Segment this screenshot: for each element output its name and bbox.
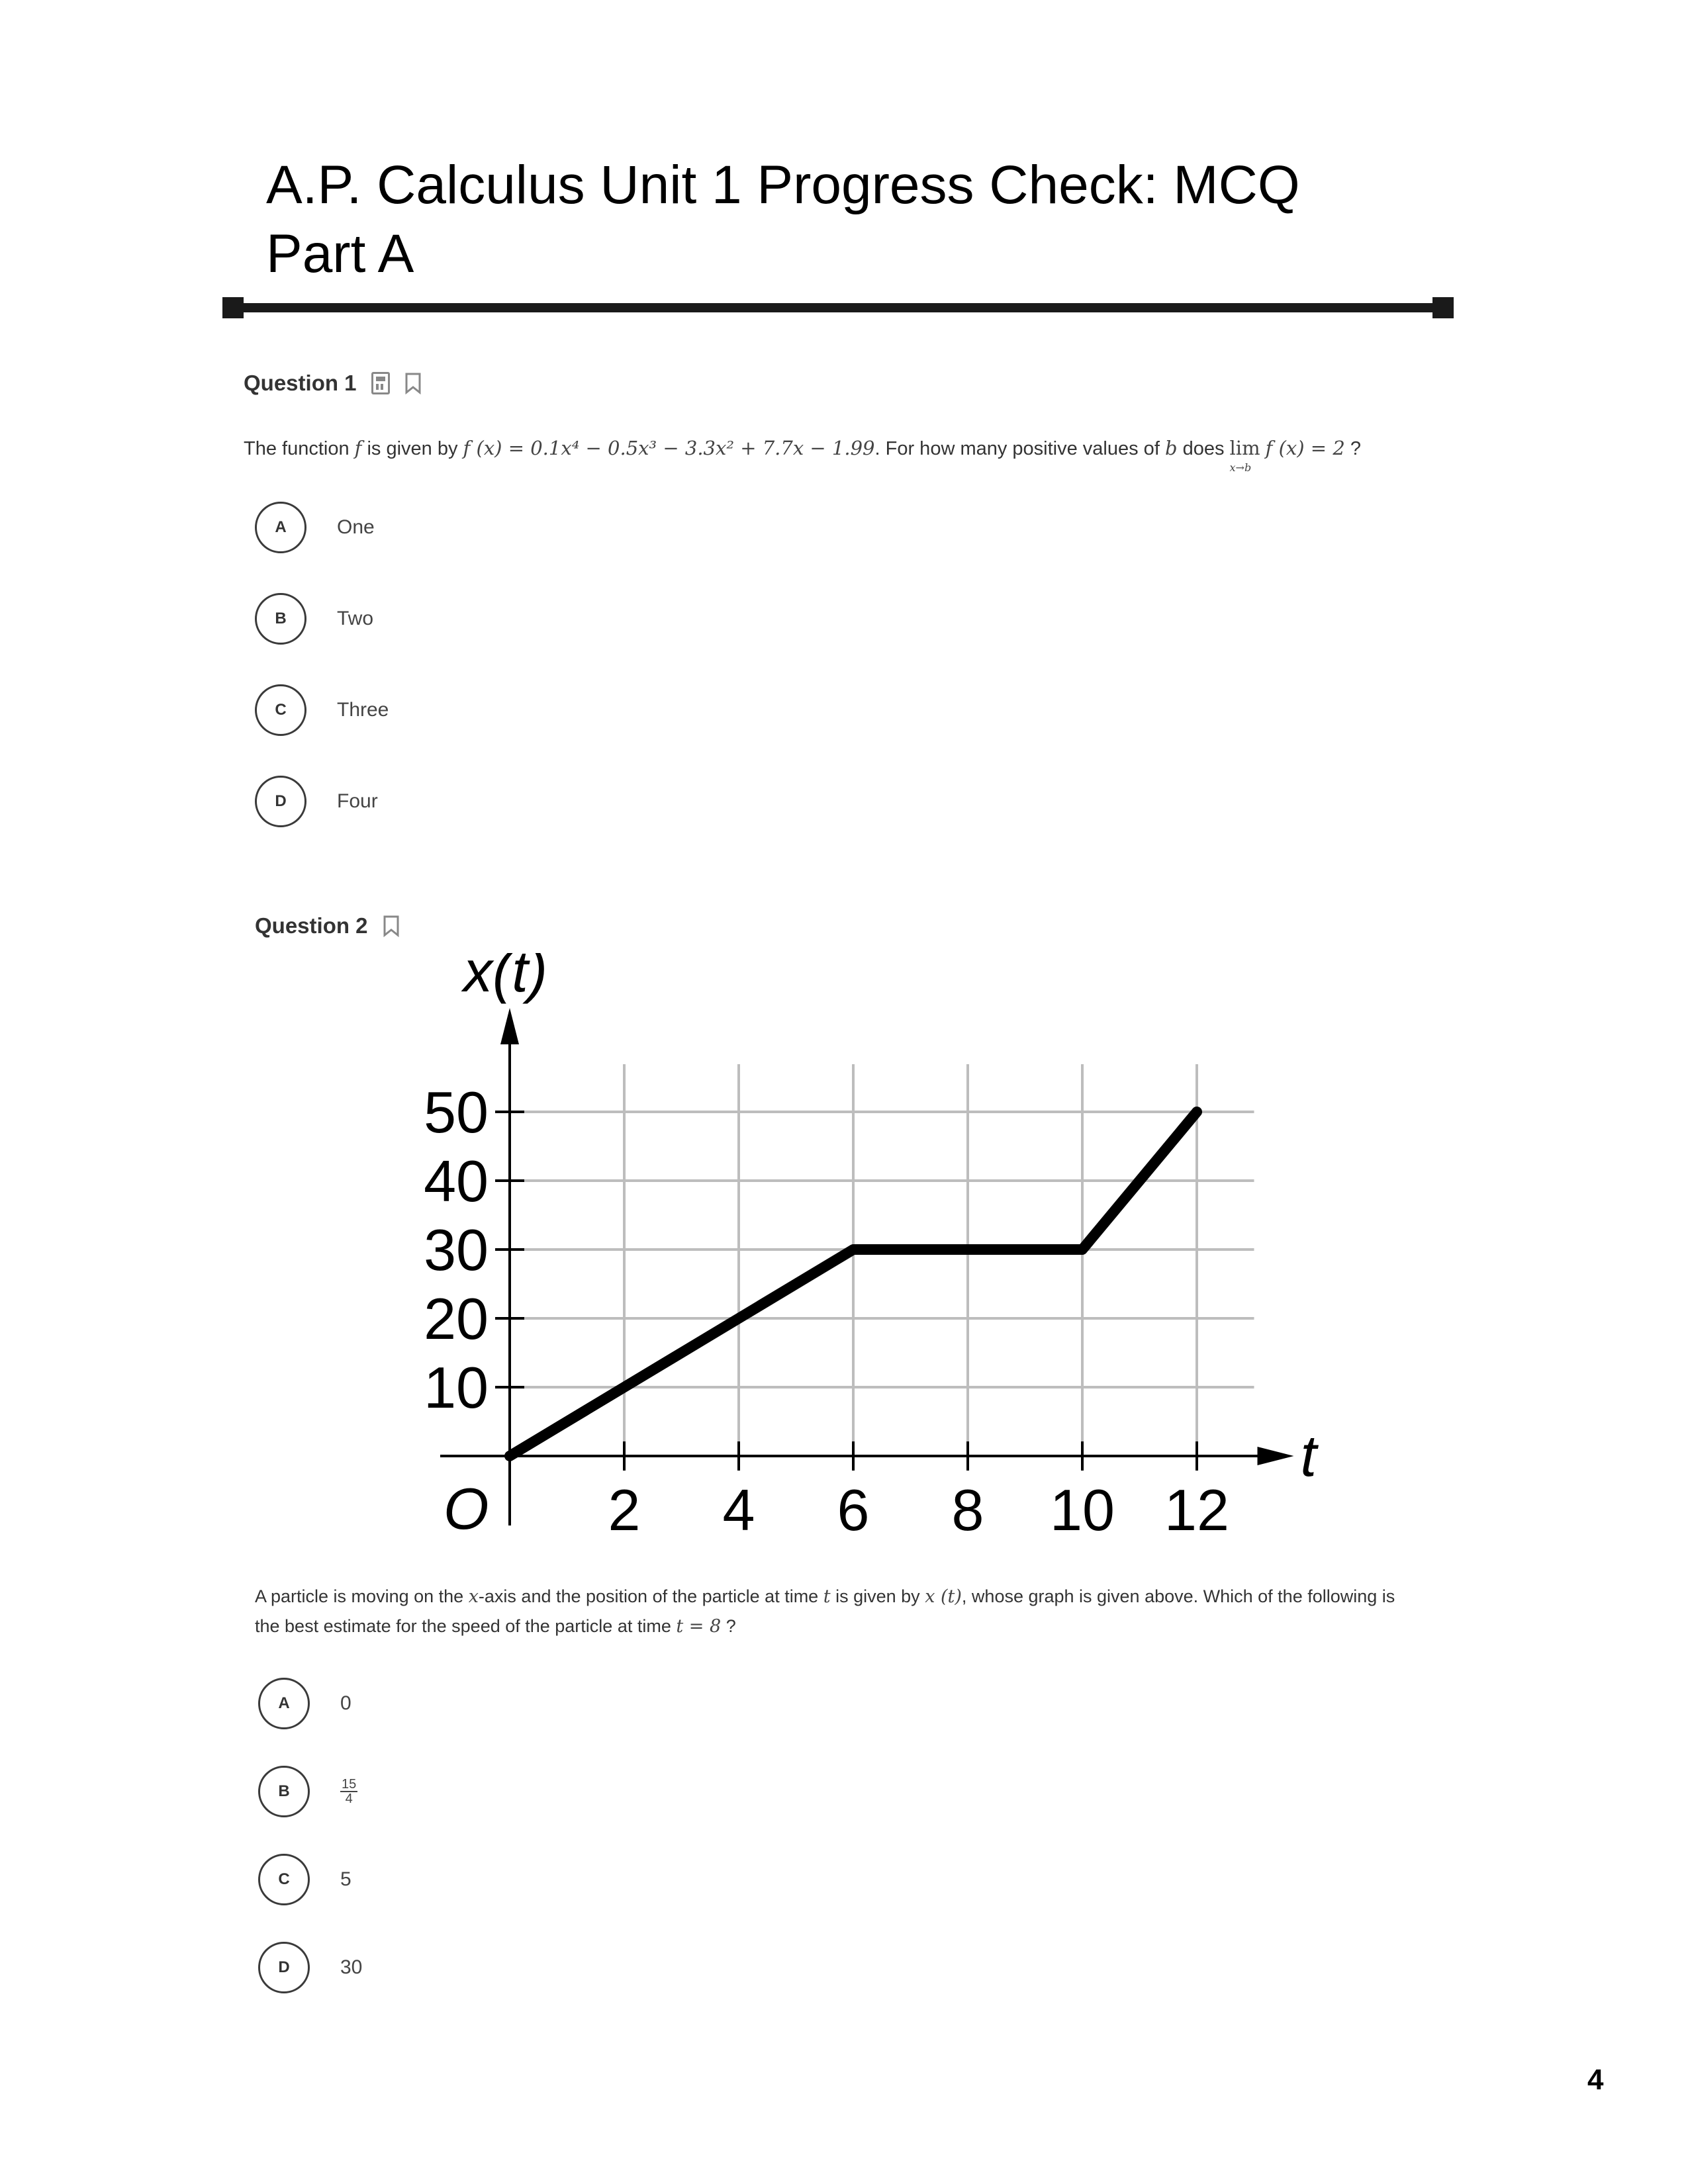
q2-choice-c[interactable]: C 5 [258, 1854, 352, 1905]
bookmark-icon[interactable] [383, 915, 400, 937]
choice-text: Two [337, 608, 374, 629]
fraction-numerator: 15 [340, 1777, 358, 1792]
choice-fraction: 15 4 [340, 1777, 358, 1806]
q2-stem-text: the best estimate for the speed of the p… [255, 1616, 671, 1636]
q2-stem-text: -axis and the position of the particle a… [478, 1586, 819, 1606]
choice-bubble[interactable]: C [258, 1854, 310, 1905]
calculator-icon[interactable] [371, 372, 390, 394]
title-divider [222, 297, 1454, 318]
question-2-header: Question 2 [255, 913, 400, 938]
q1-stem-text: does [1182, 438, 1225, 459]
chart-grid [510, 1064, 1254, 1456]
q2-stem-t8: t = 8 [676, 1616, 722, 1637]
choice-bubble[interactable]: A [258, 1678, 310, 1729]
question-1-stem: The function f is given by f (x) = 0.1x⁴… [244, 434, 1501, 474]
choice-bubble[interactable]: B [258, 1766, 310, 1817]
chart-series [504, 1107, 1202, 1461]
x-tick-label: 12 [1164, 1477, 1229, 1543]
choice-bubble[interactable]: D [255, 776, 306, 827]
bookmark-icon[interactable] [404, 372, 422, 394]
choice-text: 5 [340, 1868, 352, 1890]
y-axis-label: x(t) [461, 953, 547, 1004]
q1-stem-f: f [354, 437, 362, 459]
x-axis-arrow [1257, 1447, 1294, 1465]
x-tick-label: 6 [837, 1477, 870, 1543]
origin-label: O [444, 1476, 489, 1541]
q2-stem-t: t [823, 1586, 831, 1607]
q2-stem-text: , whose graph is given above. Which of t… [961, 1586, 1395, 1606]
q1-stem-text: is given by [367, 438, 458, 459]
q1-limit-expr: f (x) = 2 [1265, 437, 1345, 459]
x-tick-label: 8 [952, 1477, 984, 1543]
q1-choice-a[interactable]: A One [255, 502, 375, 553]
chart-axes [440, 1008, 1294, 1525]
y-tick-label: 30 [424, 1217, 489, 1283]
q2-stem-x: x [468, 1586, 479, 1607]
q1-limit-sub: x→b [1229, 461, 1252, 474]
choice-text: 30 [340, 1956, 363, 1978]
q1-stem-text: . For how many positive values of [874, 438, 1160, 459]
q2-stem-text: ? [726, 1616, 736, 1636]
question-2-stem: A particle is moving on the x-axis and t… [255, 1582, 1479, 1641]
q1-stem-text: ? [1350, 438, 1361, 459]
y-tick-label: 40 [424, 1148, 489, 1214]
q2-choice-a[interactable]: A 0 [258, 1678, 352, 1729]
x-tick-label: 10 [1050, 1477, 1115, 1543]
q1-stem-b: b [1164, 437, 1178, 459]
q2-choice-b[interactable]: B 15 4 [258, 1766, 358, 1817]
q1-limit: lim x→b [1229, 434, 1260, 474]
choice-bubble[interactable]: D [258, 1942, 310, 1993]
x-tick-label: 4 [723, 1477, 755, 1543]
choice-text: One [337, 516, 375, 538]
q1-limit-word: lim [1229, 437, 1260, 459]
series-line [504, 1107, 1202, 1461]
q2-stem-text: A particle is moving on the [255, 1586, 464, 1606]
y-axis-arrow [500, 1008, 519, 1044]
choice-text: 0 [340, 1692, 352, 1714]
x-axis-label: t [1301, 1423, 1319, 1488]
y-tick-label: 20 [424, 1286, 489, 1351]
q1-choice-c[interactable]: C Three [255, 684, 389, 736]
q1-choice-b[interactable]: B Two [255, 593, 373, 645]
y-tick-label: 50 [424, 1079, 489, 1145]
choice-bubble[interactable]: A [255, 502, 306, 553]
choice-bubble[interactable]: C [255, 684, 306, 736]
page-number: 4 [1587, 2064, 1604, 2096]
q2-stem-xt: x (t) [925, 1586, 962, 1607]
x-tick-label: 2 [608, 1477, 641, 1543]
choice-text: Four [337, 790, 378, 812]
question-1-label: Question 1 [244, 371, 357, 395]
q1-choice-d[interactable]: D Four [255, 776, 378, 827]
question-1-header: Question 1 [244, 371, 422, 396]
title-line-1: A.P. Calculus Unit 1 Progress Check: MCQ [266, 155, 1300, 215]
question-2-label: Question 2 [255, 913, 368, 938]
fraction-denominator: 4 [345, 1792, 353, 1806]
q1-stem-text: The function [244, 438, 350, 459]
choice-bubble[interactable]: B [255, 593, 306, 645]
choice-text: Three [337, 699, 389, 721]
title-line-2: Part A [266, 224, 414, 284]
q2-stem-text: is given by [835, 1586, 920, 1606]
q1-formula: f (x) = 0.1x⁴ − 0.5x³ − 3.3x² + 7.7x − 1… [463, 437, 875, 459]
y-tick-label: 10 [424, 1355, 489, 1420]
document-title: A.P. Calculus Unit 1 Progress Check: MCQ… [266, 151, 1458, 289]
chart-ticks [495, 1111, 1198, 1471]
q2-choice-d[interactable]: D 30 [258, 1942, 362, 1993]
